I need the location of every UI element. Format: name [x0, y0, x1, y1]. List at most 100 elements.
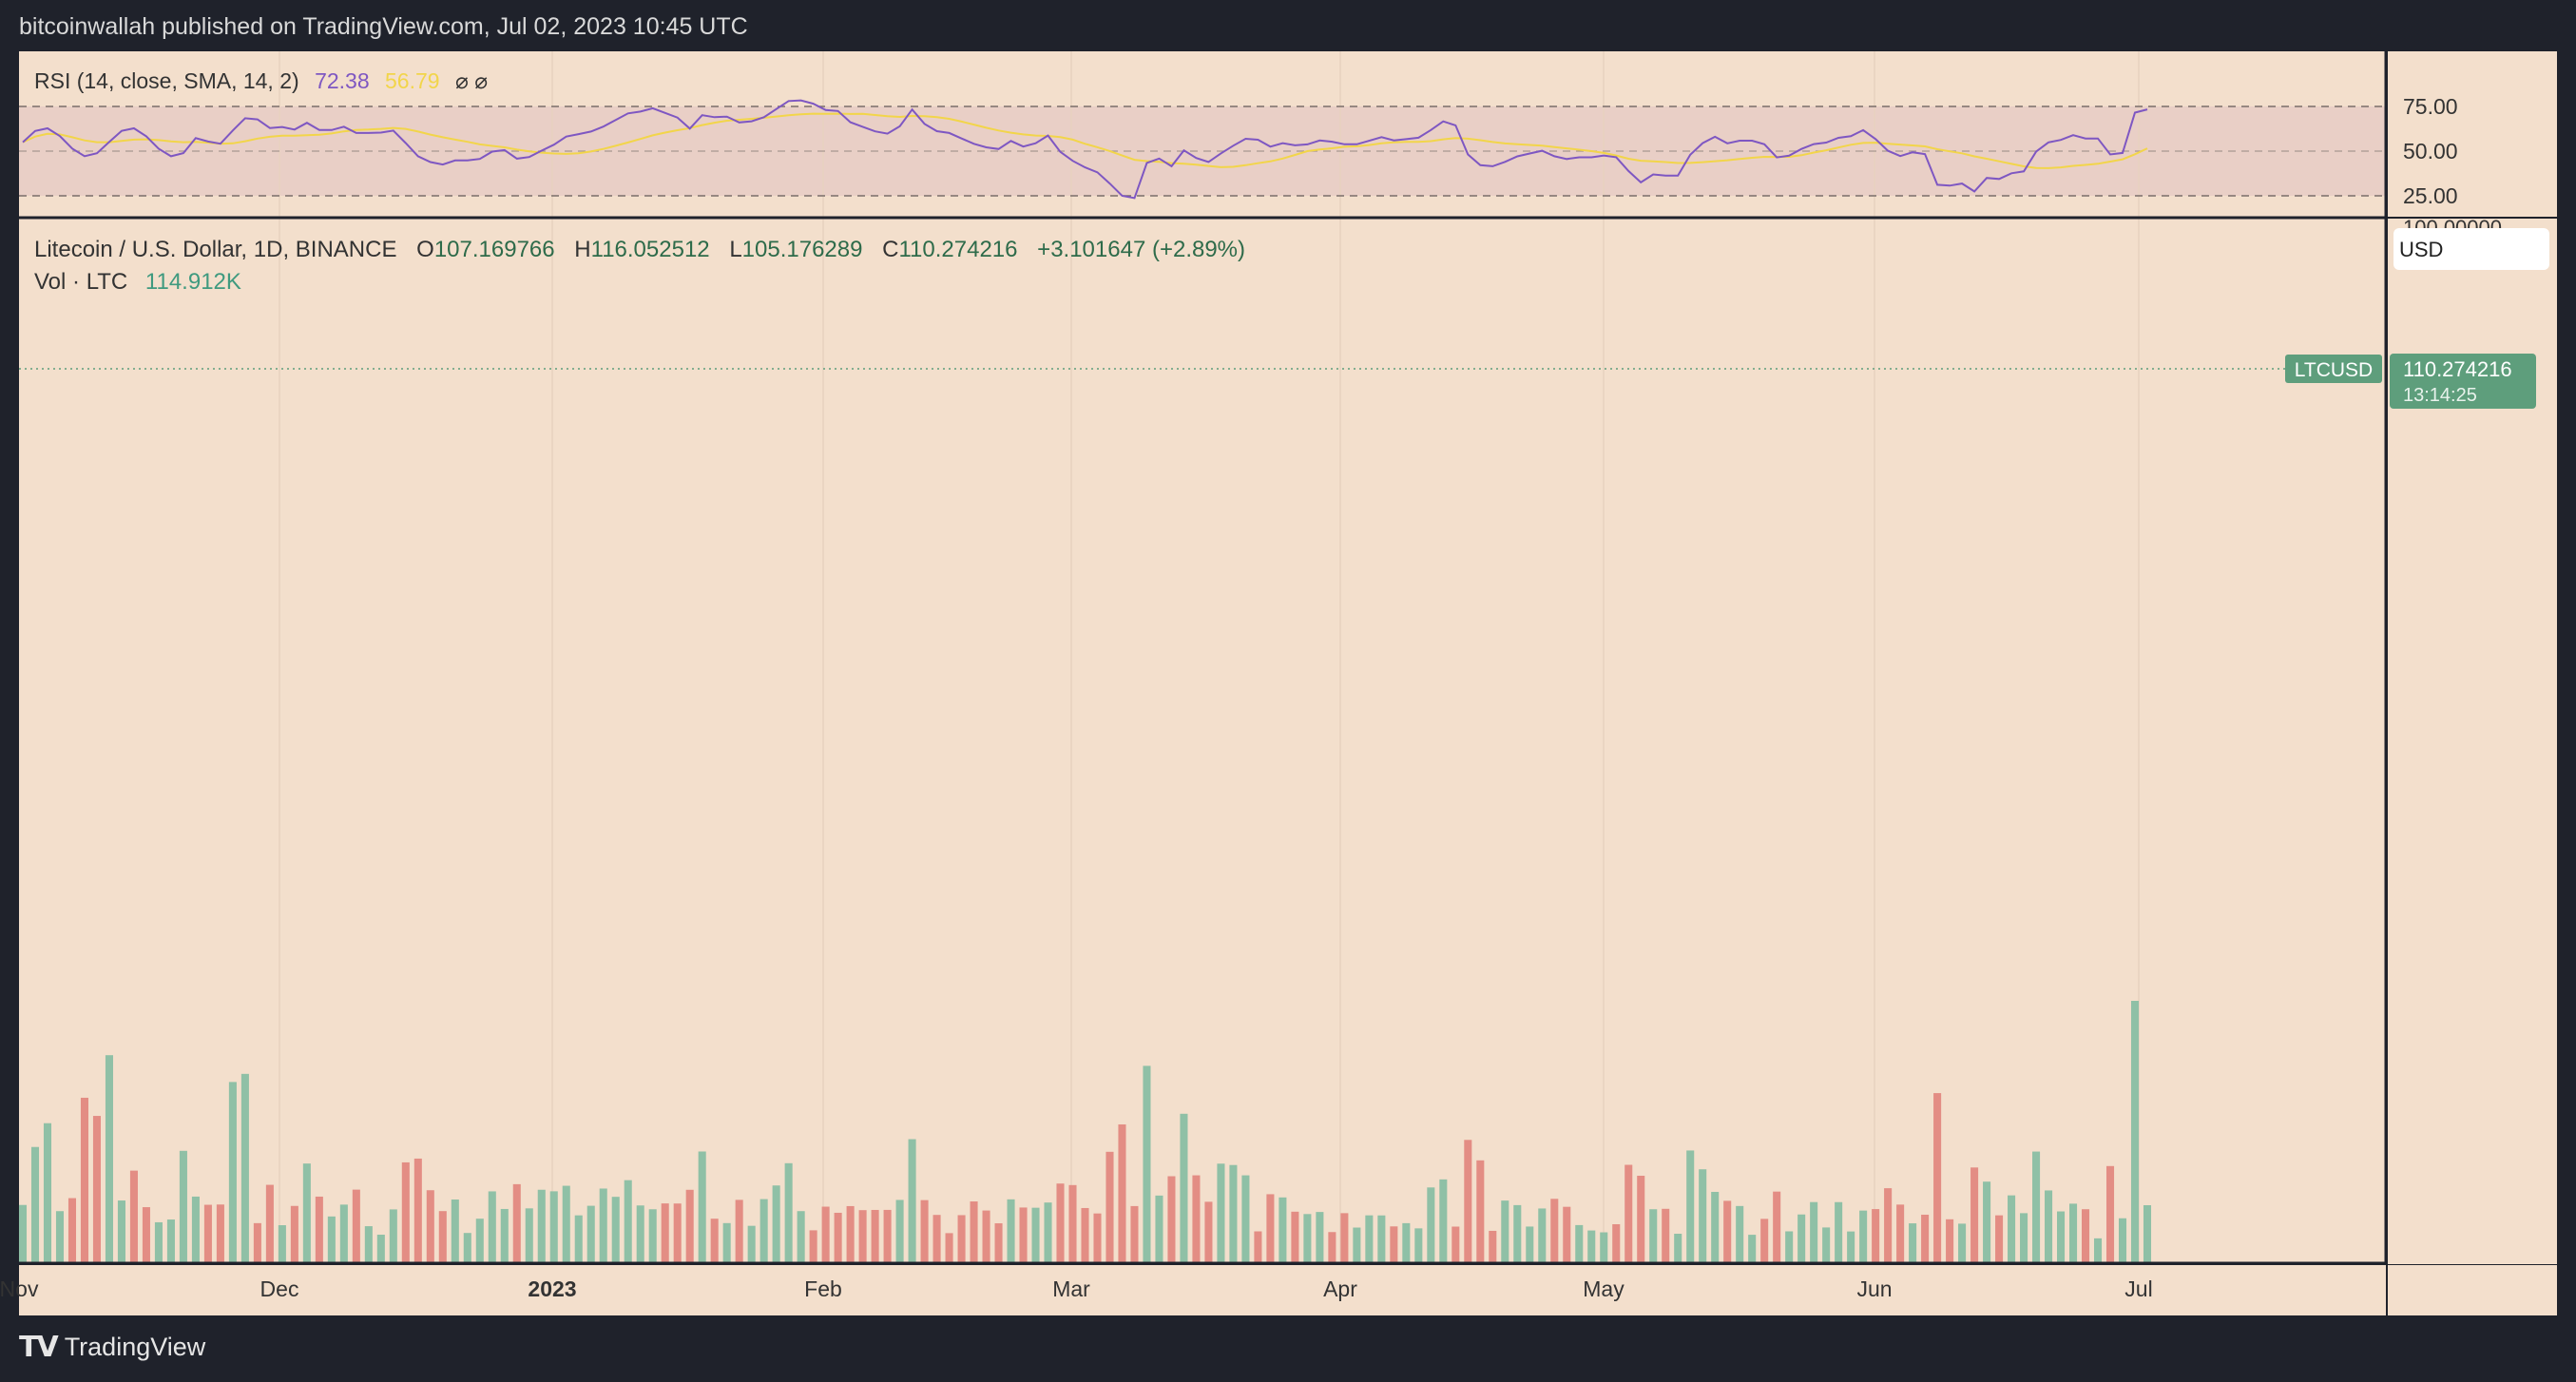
volume-bar — [2045, 1190, 2053, 1262]
volume-bar — [413, 1158, 422, 1262]
volume-bar — [1662, 1208, 1670, 1262]
tradingview-logo-icon: 𝗧𝗩 — [19, 1332, 59, 1363]
volume-bar — [2069, 1203, 2078, 1262]
volume-bar — [586, 1205, 595, 1262]
volume-bar — [240, 1073, 249, 1262]
volume-bar — [1204, 1201, 1213, 1262]
volume-bar — [105, 1055, 113, 1262]
volume-bar — [129, 1170, 138, 1262]
volume-bar — [67, 1198, 77, 1262]
currency-button[interactable]: USD — [2393, 228, 2549, 270]
price-scale-rsi[interactable] — [2388, 51, 2557, 217]
rsi-tick-label: 75.00 — [2403, 94, 2458, 119]
volume-bar — [1612, 1224, 1621, 1262]
volume-bar — [1699, 1169, 1707, 1262]
time-scale[interactable] — [19, 1265, 2386, 1315]
volume-bar — [2143, 1205, 2152, 1262]
time-tick-label: May — [1583, 1276, 1624, 1301]
volume-bar — [1118, 1123, 1126, 1262]
volume-bar — [661, 1203, 669, 1262]
volume-bar — [92, 1116, 101, 1262]
volume-bar — [290, 1205, 298, 1262]
volume-bar — [759, 1199, 768, 1262]
volume-bar — [1081, 1207, 1089, 1262]
rsi-axis-ticks: 75.00 50.00 25.00 — [2403, 94, 2458, 208]
time-tick-label: Dec — [260, 1276, 299, 1301]
change-value: +3.101647 (+2.89%) — [1037, 237, 1245, 262]
volume-bar — [376, 1235, 385, 1262]
volume-bar — [1513, 1204, 1522, 1262]
time-tick-label: 2023 — [528, 1276, 576, 1301]
volume-bar — [970, 1201, 978, 1262]
price-panel-bg — [19, 219, 2386, 1264]
volume-bar — [1785, 1231, 1794, 1262]
volume-bar — [1427, 1187, 1435, 1262]
volume-bar — [1711, 1191, 1720, 1262]
volume-bar — [648, 1209, 657, 1262]
volume-bar — [784, 1162, 793, 1262]
volume-bar — [203, 1204, 212, 1262]
publish-info: bitcoinwallah published on TradingView.c… — [19, 13, 748, 40]
volume-bar — [1970, 1167, 1979, 1262]
volume-bar — [1501, 1200, 1509, 1262]
volume-bar — [1909, 1223, 1917, 1262]
volume-bar — [1451, 1226, 1460, 1262]
rsi-legend-extras: ⌀ ⌀ — [455, 68, 488, 93]
open-value: 107.169766 — [434, 237, 555, 262]
volume-bar — [1958, 1223, 1967, 1262]
volume-bar — [611, 1197, 620, 1262]
volume-bar — [549, 1191, 558, 1262]
last-price-value: 110.274216 — [2403, 357, 2512, 381]
volume-bar — [1550, 1199, 1559, 1262]
volume-bar — [1563, 1206, 1571, 1262]
volume-bar — [1031, 1207, 1040, 1262]
volume-bar — [1538, 1208, 1547, 1262]
volume-bar — [1748, 1235, 1757, 1262]
time-tick-label: Mar — [1052, 1276, 1090, 1301]
volume-bar — [166, 1219, 175, 1262]
volume-bar — [982, 1210, 990, 1262]
volume-bar — [932, 1215, 941, 1262]
volume-legend: Vol · LTC 114.912K — [34, 269, 241, 295]
volume-bar — [574, 1215, 583, 1262]
volume-bar — [1439, 1179, 1448, 1262]
rsi-legend-name: RSI (14, close, SMA, 14, 2) — [34, 68, 299, 93]
volume-bar — [2130, 1001, 2140, 1262]
volume-bar — [1921, 1214, 1930, 1262]
volume-bar — [1019, 1207, 1028, 1262]
close-value: 110.274216 — [898, 237, 1017, 262]
volume-bar — [43, 1123, 52, 1262]
volume-bar — [1007, 1199, 1015, 1262]
volume-bar — [315, 1196, 323, 1262]
volume-bar — [1872, 1209, 1880, 1262]
symbol-title: Litecoin / U.S. Dollar, 1D, BINANCE — [34, 237, 396, 262]
volume-bar — [339, 1204, 348, 1262]
volume-bar — [1167, 1176, 1176, 1262]
low-label: L — [729, 237, 741, 262]
volume-bar — [302, 1163, 311, 1262]
volume-bar — [1822, 1227, 1831, 1262]
volume-bar — [797, 1211, 805, 1262]
volume-bar — [1155, 1195, 1163, 1262]
volume-bar — [1105, 1151, 1114, 1262]
volume-bar — [1600, 1232, 1608, 1262]
rsi-legend: RSI (14, close, SMA, 14, 2) 72.38 56.79 … — [34, 68, 488, 93]
volume-bar — [883, 1209, 892, 1262]
volume-bar — [30, 1146, 40, 1262]
time-tick-label: Jul — [2124, 1276, 2152, 1301]
volume-bar — [1526, 1226, 1534, 1262]
volume-bar — [1760, 1219, 1769, 1262]
volume-bar — [1489, 1230, 1497, 1262]
volume-bar — [1377, 1215, 1386, 1262]
volume-bar — [2008, 1195, 2016, 1262]
volume-bar — [636, 1205, 644, 1262]
volume-bar — [2082, 1209, 2090, 1262]
volume-bar — [698, 1151, 706, 1262]
volume-bar — [1402, 1222, 1411, 1262]
footer-brand: TradingView — [64, 1333, 206, 1361]
time-tick-label: Apr — [1323, 1276, 1357, 1301]
volume-bar — [2057, 1211, 2066, 1262]
volume-legend-name: Vol · LTC — [34, 269, 127, 295]
volume-bar — [624, 1180, 632, 1262]
